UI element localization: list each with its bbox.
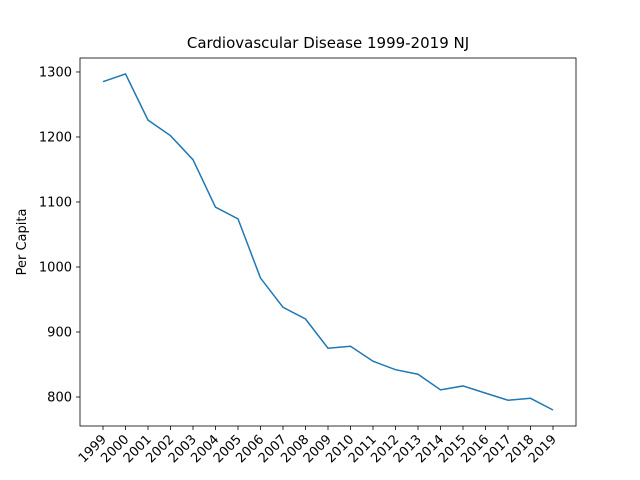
y-tick-label: 1200: [39, 130, 72, 145]
y-axis-label: Per Capita: [15, 209, 30, 276]
y-tick-label: 900: [47, 326, 72, 341]
line: [102, 73, 554, 411]
y-tick-label: 1000: [39, 260, 72, 275]
y-tick-label: 800: [47, 391, 72, 406]
y-tick-label: 1300: [39, 65, 72, 80]
chart-title: Cardiovascular Disease 1999-2019 NJ: [187, 34, 469, 52]
plot-frame: [79, 57, 577, 427]
y-tick-label: 1100: [39, 195, 72, 210]
